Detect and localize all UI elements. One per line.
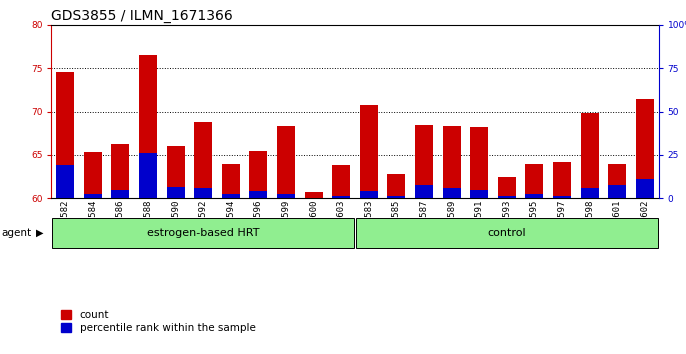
FancyBboxPatch shape xyxy=(52,218,355,248)
Text: estrogen-based HRT: estrogen-based HRT xyxy=(147,228,259,238)
Bar xyxy=(194,122,212,198)
Bar xyxy=(84,152,102,198)
Bar xyxy=(415,125,433,198)
Bar xyxy=(360,104,378,198)
Bar xyxy=(139,153,157,198)
Bar xyxy=(580,188,599,198)
Bar xyxy=(167,187,185,198)
Bar xyxy=(332,165,350,198)
Bar xyxy=(553,162,571,198)
Bar xyxy=(167,146,185,198)
Bar xyxy=(525,164,543,198)
Bar xyxy=(470,189,488,198)
Bar xyxy=(277,194,295,198)
Bar xyxy=(553,196,571,198)
Bar xyxy=(415,185,433,198)
Bar xyxy=(332,196,350,198)
Bar xyxy=(56,165,74,198)
Bar xyxy=(388,196,405,198)
Bar xyxy=(442,188,460,198)
Bar xyxy=(442,126,460,198)
Bar xyxy=(498,196,516,198)
Bar xyxy=(388,174,405,198)
Bar xyxy=(250,191,268,198)
Bar xyxy=(222,164,240,198)
Bar xyxy=(56,73,74,198)
Bar xyxy=(525,194,543,198)
Bar xyxy=(111,189,130,198)
Bar xyxy=(194,188,212,198)
Bar xyxy=(608,164,626,198)
FancyBboxPatch shape xyxy=(355,218,658,248)
Bar xyxy=(250,150,268,198)
Bar xyxy=(470,127,488,198)
Bar xyxy=(139,55,157,198)
Bar xyxy=(277,126,295,198)
Bar xyxy=(84,194,102,198)
Text: agent: agent xyxy=(1,228,32,238)
Bar xyxy=(636,179,654,198)
Legend: count, percentile rank within the sample: count, percentile rank within the sample xyxy=(57,306,259,338)
Bar xyxy=(305,192,322,198)
Bar xyxy=(111,144,130,198)
Bar xyxy=(636,98,654,198)
Text: ▶: ▶ xyxy=(36,228,43,238)
Bar xyxy=(608,185,626,198)
Bar xyxy=(222,194,240,198)
Text: control: control xyxy=(488,228,526,238)
Bar xyxy=(580,113,599,198)
Bar xyxy=(360,191,378,198)
Text: GDS3855 / ILMN_1671366: GDS3855 / ILMN_1671366 xyxy=(51,9,233,23)
Bar xyxy=(498,177,516,198)
